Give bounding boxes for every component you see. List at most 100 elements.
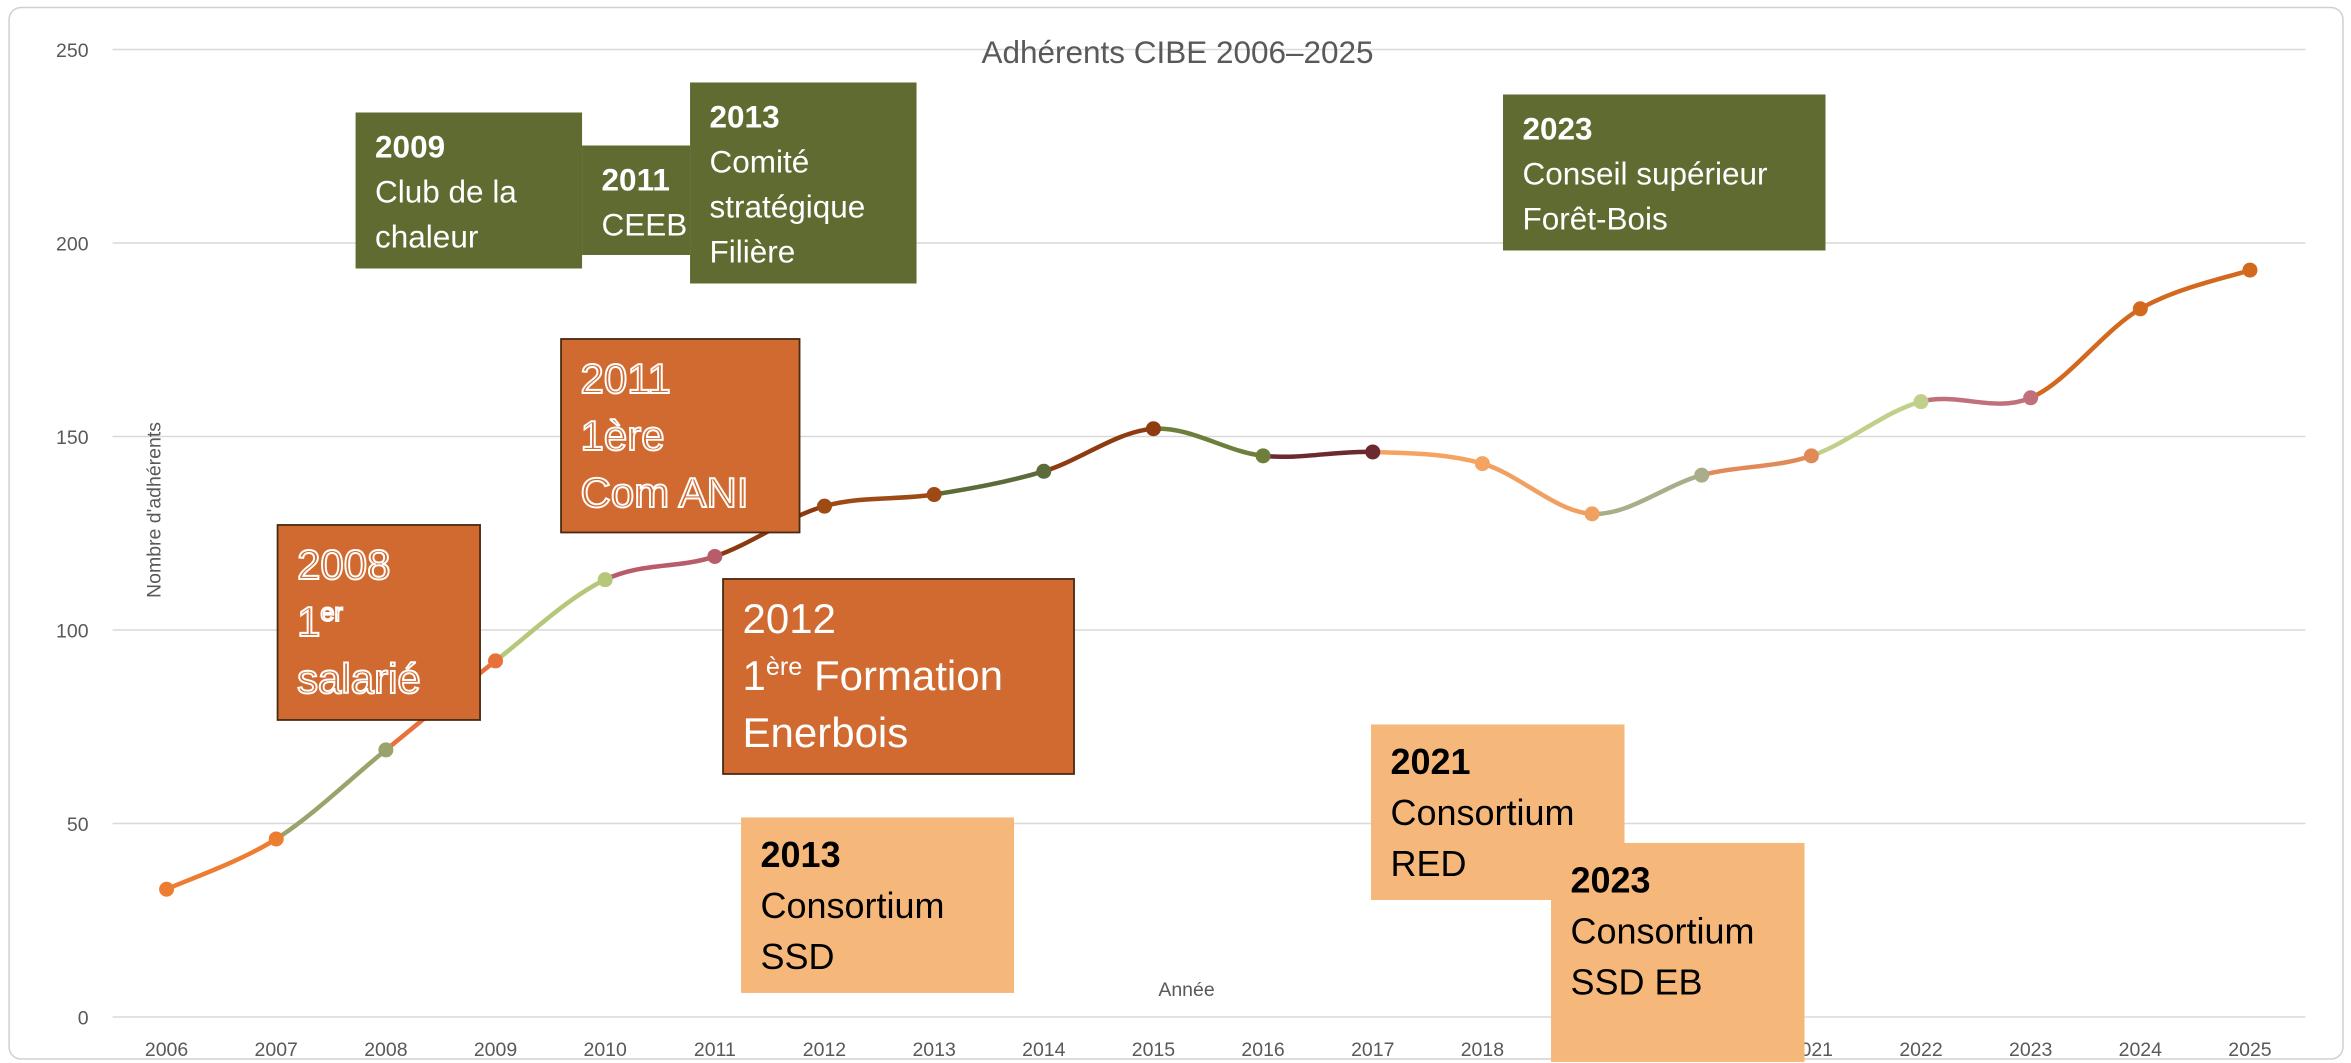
chart-title: Adhérents CIBE 2006–2025 bbox=[981, 34, 1373, 70]
data-point bbox=[1145, 421, 1161, 437]
line-segment bbox=[2028, 306, 2143, 401]
annotation-text: 2011 bbox=[602, 161, 670, 197]
line-segment bbox=[602, 554, 718, 582]
annotation-text: 2011 bbox=[581, 355, 671, 402]
line-segment bbox=[1589, 472, 1704, 517]
x-tick-label: 2014 bbox=[1022, 1039, 1066, 1061]
annotation-box bbox=[355, 112, 583, 269]
data-point bbox=[2242, 262, 2258, 278]
annotation-box bbox=[690, 82, 917, 284]
annotation-text: 2023 bbox=[1571, 859, 1651, 900]
x-tick-label: 2011 bbox=[694, 1039, 736, 1061]
data-point bbox=[488, 653, 504, 669]
data-point bbox=[597, 572, 613, 588]
data-point bbox=[707, 548, 723, 564]
annotation: 2008 1er salarié bbox=[276, 524, 481, 721]
annotation: 2013 Consortium SSD bbox=[741, 817, 1015, 993]
line-segment bbox=[1480, 461, 1595, 517]
data-point bbox=[1474, 456, 1490, 472]
x-tick-label: 2015 bbox=[1132, 1039, 1176, 1061]
annotation-text: Consortium bbox=[1571, 910, 1755, 951]
x-tick-label: 2018 bbox=[1461, 1039, 1504, 1061]
annotation-text: 1ère Formation bbox=[743, 652, 1003, 699]
x-tick-label: 2024 bbox=[2119, 1039, 2163, 1061]
x-tick-label: 2008 bbox=[364, 1039, 407, 1061]
x-tick-label: 2012 bbox=[803, 1039, 846, 1061]
annotation-text: 2012 bbox=[743, 595, 836, 642]
annotation-box bbox=[582, 145, 691, 255]
x-axis-label: Année bbox=[1158, 979, 1214, 1001]
annotation-text: 2023 bbox=[1523, 110, 1593, 146]
annotation: 2011 CEEB bbox=[582, 145, 691, 255]
annotation-text: SSD EB bbox=[1571, 961, 1703, 1002]
data-point bbox=[926, 487, 942, 503]
data-point bbox=[1694, 467, 1710, 483]
y-axis-label: Nombre d'adhérents bbox=[144, 422, 166, 598]
line-segment bbox=[1151, 426, 1266, 459]
annotation-text: 1er bbox=[297, 598, 343, 645]
x-tick-label: 2007 bbox=[255, 1039, 298, 1061]
annotation-text: 2021 bbox=[1391, 741, 1471, 782]
annotation-text: RED bbox=[1391, 843, 1467, 884]
x-tick-label: 2010 bbox=[584, 1039, 628, 1061]
annotation-text-sup: er bbox=[320, 599, 342, 627]
annotation-box bbox=[1551, 842, 1805, 1062]
data-point bbox=[1036, 463, 1052, 479]
data-point bbox=[268, 831, 284, 847]
annotation-text: salarié bbox=[297, 655, 421, 702]
line-segment bbox=[1370, 449, 1485, 466]
annotation-text: Com ANI bbox=[581, 469, 749, 516]
x-tick-label: 2006 bbox=[145, 1039, 188, 1061]
line-segment bbox=[822, 492, 937, 509]
x-tick-label: 2013 bbox=[912, 1039, 955, 1061]
x-tick-label: 2009 bbox=[474, 1039, 517, 1061]
y-tick-label: 150 bbox=[56, 427, 89, 449]
y-tick-label: 250 bbox=[56, 40, 89, 62]
data-point bbox=[1365, 444, 1381, 460]
y-tick-label: 200 bbox=[56, 233, 89, 255]
annotation: 2011 1ère Com ANI bbox=[560, 338, 801, 534]
chart-frame bbox=[8, 6, 2344, 1060]
annotation-box bbox=[560, 338, 801, 534]
data-point bbox=[2132, 301, 2148, 317]
x-tick-label: 2017 bbox=[1351, 1039, 1394, 1061]
data-point bbox=[816, 498, 832, 514]
line-segment bbox=[1041, 426, 1156, 474]
annotation-text: Conseil supérieur bbox=[1523, 155, 1768, 191]
annotation-text: chaleur bbox=[375, 218, 478, 254]
line-segment bbox=[1260, 449, 1376, 460]
annotation: 2023 Conseil supérieur Forêt-Bois bbox=[1503, 94, 1826, 251]
annotation-text: Comité bbox=[710, 143, 810, 179]
annotation-text: Forêt-Bois bbox=[1523, 200, 1668, 236]
line-segment bbox=[1918, 395, 2033, 406]
data-point bbox=[1584, 506, 1600, 522]
data-point bbox=[378, 742, 394, 758]
annotation-text: Consortium bbox=[1391, 792, 1575, 833]
annotation-text: Filière bbox=[710, 233, 796, 269]
line-segment bbox=[164, 836, 279, 892]
annotation: 2012 1ère Formation Enerbois bbox=[722, 578, 1075, 775]
data-point bbox=[159, 881, 175, 897]
line-segment bbox=[273, 747, 389, 842]
data-point bbox=[1803, 448, 1819, 464]
line-segment bbox=[1699, 453, 1814, 478]
y-tick-label: 100 bbox=[56, 620, 89, 642]
annotation: 2009 Club de la chaleur bbox=[355, 112, 583, 269]
annotation-text: 1ère bbox=[581, 412, 665, 459]
annotation-box bbox=[741, 817, 1015, 993]
annotation-text: 2013 bbox=[761, 834, 841, 875]
annotation-text: Enerbois bbox=[743, 709, 909, 756]
annotation-box bbox=[1503, 94, 1826, 251]
annotation-text: SSD bbox=[761, 936, 835, 977]
annotation-box bbox=[722, 578, 1075, 775]
x-tick-label: 2025 bbox=[2228, 1039, 2272, 1061]
line-segment bbox=[493, 577, 608, 664]
data-point bbox=[1913, 394, 1929, 410]
data-point bbox=[1255, 448, 1271, 464]
annotation: 2013 Comité stratégique Filière bbox=[690, 82, 917, 284]
y-tick-label: 50 bbox=[67, 814, 89, 836]
annotation-text-rest: Formation bbox=[802, 652, 1003, 699]
line-segment bbox=[1809, 399, 1924, 459]
